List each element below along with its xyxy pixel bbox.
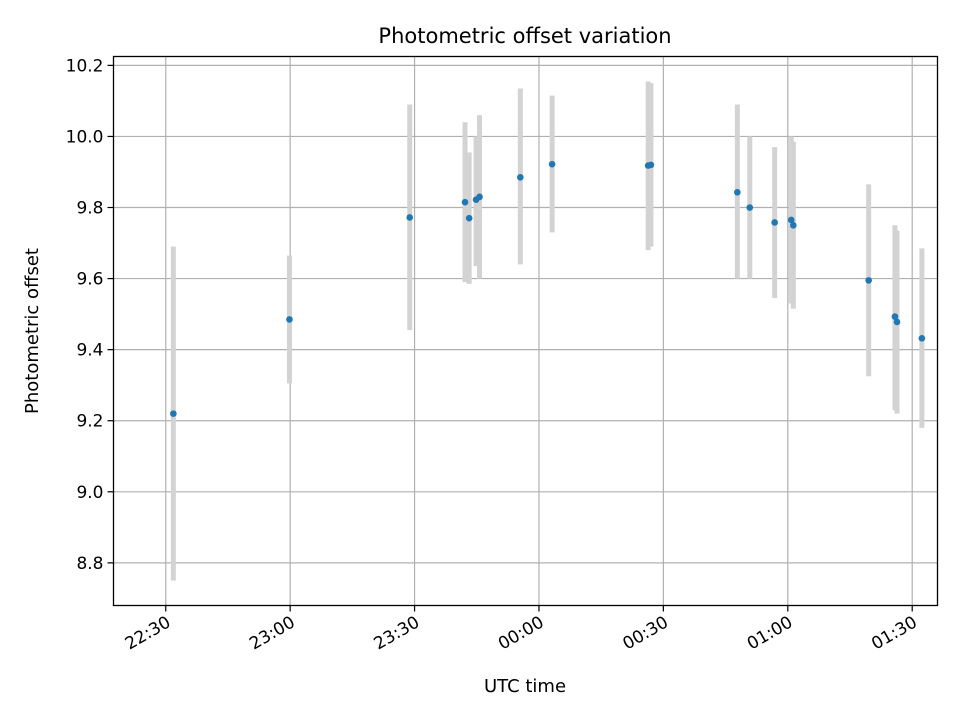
data-point (465, 214, 473, 222)
data-point (746, 204, 754, 211)
y-tick-label: 9.4 (76, 341, 103, 361)
data-point (406, 214, 414, 221)
y-tick-label: 10.2 (66, 56, 104, 76)
y-tick-label: 10.0 (66, 127, 104, 147)
data-point (891, 313, 899, 320)
y-tick-label: 9.8 (76, 199, 103, 219)
data-point (787, 216, 795, 224)
data-points (170, 160, 926, 417)
data-point (461, 198, 469, 206)
y-tick-label: 8.8 (76, 554, 103, 574)
data-point (517, 174, 524, 181)
y-axis: 8.8 9.0 9.2 9.4 9.6 9.8 10.0 10.2 (66, 56, 114, 574)
y-tick-label: 9.6 (76, 270, 103, 290)
data-point (734, 188, 741, 196)
data-point (476, 193, 483, 201)
data-point (771, 219, 778, 226)
data-point (548, 160, 556, 168)
data-point (790, 221, 797, 229)
y-axis-label: Photometric offset (22, 248, 43, 414)
data-point (893, 318, 901, 326)
plot-frame (112, 55, 939, 607)
data-point (647, 161, 655, 169)
grid (113, 56, 938, 606)
data-point (170, 410, 177, 417)
y-tick-label: 9.0 (76, 483, 103, 503)
data-point (918, 334, 926, 342)
data-point (286, 316, 293, 323)
chart-title: Photometric offset variation (378, 24, 671, 48)
data-point (865, 277, 872, 284)
y-tick-label: 9.2 (76, 412, 103, 432)
x-axis-label: UTC time (484, 676, 566, 697)
